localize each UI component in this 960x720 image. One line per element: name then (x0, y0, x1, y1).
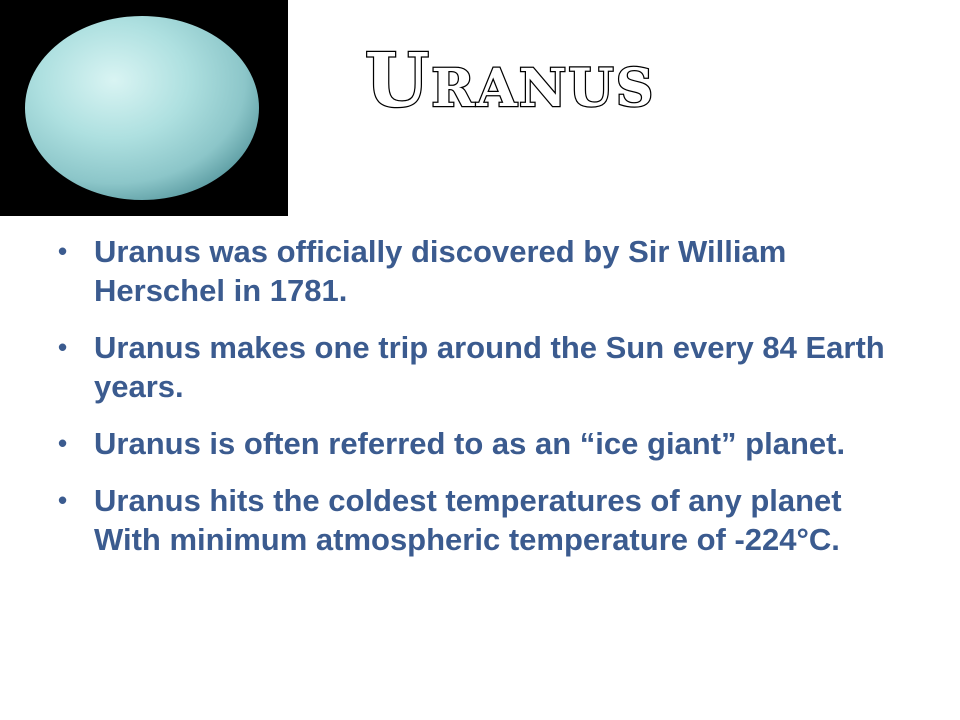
slide-title: Uranus (363, 38, 656, 124)
bullet-item: • Uranus makes one trip around the Sun e… (56, 328, 916, 406)
bullet-dot-icon: • (58, 485, 68, 515)
bullet-text: Uranus was officially discovered by Sir … (94, 234, 787, 308)
bullet-dot-icon: • (58, 332, 68, 362)
bullet-text: Uranus makes one trip around the Sun eve… (94, 330, 885, 404)
bullet-dot-icon: • (58, 428, 68, 458)
bullet-item: • Uranus was officially discovered by Si… (56, 232, 916, 310)
bullet-list: • Uranus was officially discovered by Si… (56, 232, 916, 577)
bullet-item: • Uranus hits the coldest temperatures o… (56, 481, 916, 559)
planet-illustration (0, 0, 288, 216)
bullet-text: Uranus is often referred to as an “ice g… (94, 426, 846, 461)
bullet-item: • Uranus is often referred to as an “ice… (56, 424, 916, 463)
bullet-text: Uranus hits the coldest temperatures of … (94, 483, 842, 557)
bullet-dot-icon: • (58, 236, 68, 266)
uranus-planet-image (0, 0, 288, 216)
planet-disc (25, 16, 259, 200)
